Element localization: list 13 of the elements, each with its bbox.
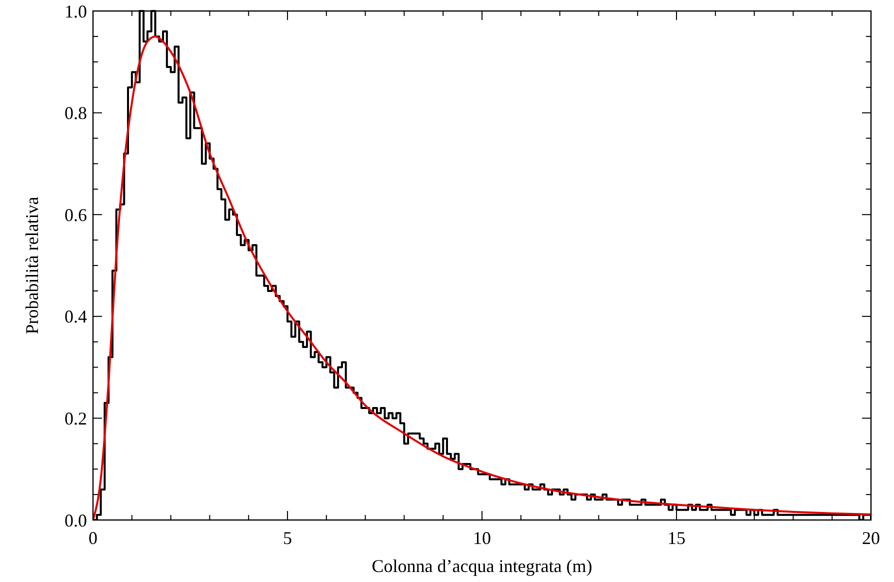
x-tick-label: 20 xyxy=(862,528,880,548)
x-tick-label: 5 xyxy=(283,528,292,548)
y-tick-label: 0.2 xyxy=(64,408,87,428)
x-tick-label: 0 xyxy=(88,528,98,548)
x-tick-label: 15 xyxy=(668,528,686,548)
y-tick-label: 0.4 xyxy=(64,306,87,327)
y-axis-title: Probabilità relativa xyxy=(22,196,42,334)
y-tick-label: 1.0 xyxy=(64,1,87,22)
y-tick-label: 0.0 xyxy=(64,510,87,530)
y-tick-label: 0.6 xyxy=(64,204,87,225)
x-axis-title: Colonna d’acqua integrata (m) xyxy=(372,556,592,576)
x-tick-label: 10 xyxy=(473,528,491,548)
y-tick-label: 0.8 xyxy=(64,103,87,124)
